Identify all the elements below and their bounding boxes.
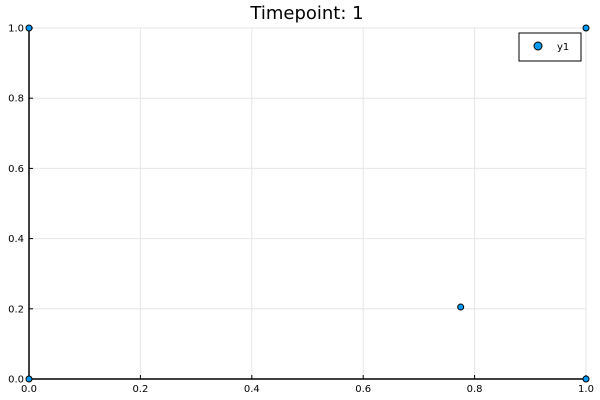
legend-label-y1: y1 bbox=[557, 42, 569, 53]
y-tick-label-4: 0.8 bbox=[8, 94, 24, 105]
y-tick-label-1: 0.2 bbox=[8, 304, 24, 315]
x-tick-label-5: 1.0 bbox=[578, 384, 594, 395]
axes bbox=[28, 27, 587, 380]
legend-box bbox=[518, 32, 582, 62]
x-tick-label-2: 0.4 bbox=[244, 384, 260, 395]
data-point-0-0 bbox=[25, 24, 33, 32]
grid bbox=[28, 27, 587, 380]
chart-title: Timepoint: 1 bbox=[249, 3, 363, 24]
x-tick-label-1: 0.2 bbox=[132, 384, 148, 395]
data-point-0-3 bbox=[25, 375, 33, 383]
y-tick-label-2: 0.4 bbox=[8, 234, 24, 245]
x-tick-label-3: 0.6 bbox=[355, 384, 371, 395]
legend: y1 bbox=[518, 32, 582, 62]
x-tick-label-0: 0.0 bbox=[21, 384, 37, 395]
legend-marker bbox=[533, 41, 543, 51]
data-point-0-1 bbox=[582, 24, 590, 32]
y-tick-label-5: 1.0 bbox=[8, 24, 24, 35]
data-points bbox=[25, 24, 590, 383]
data-point-0-4 bbox=[582, 375, 590, 383]
x-tick-label-4: 0.8 bbox=[467, 384, 483, 395]
data-point-0-2 bbox=[457, 303, 465, 311]
y-tick-label-0: 0.0 bbox=[8, 375, 24, 386]
y-tick-label-3: 0.6 bbox=[8, 164, 24, 175]
tick-labels: 0.0 0.2 0.4 0.6 0.8 1.0 0.0 0.2 0.4 0.6 0.8 1.0 bbox=[8, 24, 594, 396]
